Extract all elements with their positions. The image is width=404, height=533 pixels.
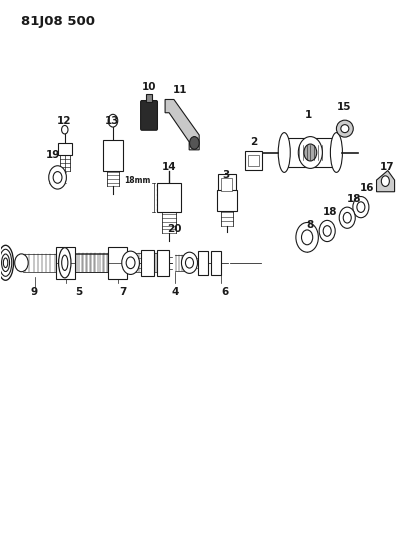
Polygon shape — [165, 100, 199, 150]
Circle shape — [126, 257, 135, 269]
Text: 18: 18 — [323, 207, 338, 217]
FancyBboxPatch shape — [221, 178, 232, 191]
Circle shape — [301, 230, 313, 245]
Circle shape — [339, 207, 355, 228]
Circle shape — [185, 257, 194, 268]
Ellipse shape — [0, 249, 12, 276]
Polygon shape — [377, 171, 395, 192]
Circle shape — [181, 252, 198, 273]
Ellipse shape — [62, 255, 68, 270]
Text: 5: 5 — [75, 287, 82, 297]
FancyBboxPatch shape — [157, 249, 169, 276]
FancyBboxPatch shape — [218, 174, 236, 194]
Text: 11: 11 — [173, 85, 187, 95]
Circle shape — [353, 197, 369, 217]
Text: 6: 6 — [222, 287, 229, 297]
Text: 15: 15 — [337, 102, 352, 112]
Ellipse shape — [278, 133, 290, 172]
Text: 13: 13 — [105, 116, 119, 126]
Circle shape — [343, 213, 351, 223]
Circle shape — [15, 254, 28, 272]
Circle shape — [304, 144, 317, 161]
FancyBboxPatch shape — [141, 101, 158, 130]
Circle shape — [49, 166, 66, 189]
Text: 19: 19 — [46, 150, 60, 160]
FancyBboxPatch shape — [56, 247, 75, 279]
FancyBboxPatch shape — [57, 143, 72, 155]
Ellipse shape — [2, 254, 10, 271]
Circle shape — [296, 222, 318, 252]
Ellipse shape — [330, 133, 343, 172]
FancyBboxPatch shape — [108, 247, 127, 279]
Text: 7: 7 — [119, 287, 126, 297]
Circle shape — [298, 136, 322, 168]
Ellipse shape — [59, 248, 71, 278]
Circle shape — [53, 172, 62, 183]
Text: 1: 1 — [305, 110, 312, 120]
FancyBboxPatch shape — [157, 183, 181, 212]
FancyBboxPatch shape — [198, 251, 208, 274]
FancyBboxPatch shape — [217, 190, 236, 211]
Text: 16: 16 — [360, 183, 375, 193]
Circle shape — [108, 114, 118, 127]
Ellipse shape — [341, 125, 349, 133]
Text: 10: 10 — [142, 82, 156, 92]
Text: 9: 9 — [31, 287, 38, 297]
Text: 14: 14 — [162, 162, 177, 172]
Text: 17: 17 — [380, 162, 395, 172]
Ellipse shape — [0, 245, 13, 280]
Text: 2: 2 — [250, 137, 257, 147]
FancyBboxPatch shape — [103, 140, 123, 171]
Circle shape — [381, 176, 389, 187]
Circle shape — [357, 202, 365, 213]
Text: 20: 20 — [168, 224, 182, 235]
Circle shape — [189, 136, 199, 149]
Ellipse shape — [3, 258, 8, 268]
Text: 18: 18 — [346, 193, 361, 204]
Text: 18mm: 18mm — [124, 176, 150, 185]
FancyBboxPatch shape — [284, 138, 337, 167]
Text: 8: 8 — [306, 220, 313, 230]
Circle shape — [319, 220, 335, 241]
Text: 3: 3 — [223, 171, 230, 180]
FancyBboxPatch shape — [211, 251, 221, 274]
Circle shape — [323, 225, 331, 236]
FancyBboxPatch shape — [244, 151, 262, 170]
Text: 4: 4 — [171, 287, 179, 297]
FancyBboxPatch shape — [141, 249, 154, 276]
Text: 81J08 500: 81J08 500 — [21, 15, 95, 28]
FancyBboxPatch shape — [146, 94, 152, 102]
Ellipse shape — [337, 120, 353, 137]
Text: 12: 12 — [56, 116, 71, 126]
Circle shape — [122, 251, 139, 274]
FancyBboxPatch shape — [248, 155, 259, 166]
Circle shape — [61, 125, 68, 134]
